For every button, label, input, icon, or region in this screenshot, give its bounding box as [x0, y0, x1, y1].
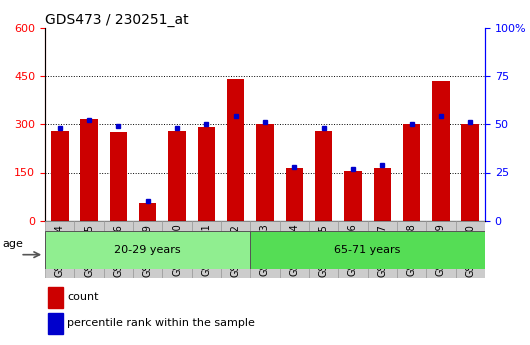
- Text: age: age: [2, 239, 23, 249]
- Text: GSM10368: GSM10368: [407, 224, 417, 276]
- Text: GSM10360: GSM10360: [172, 224, 182, 276]
- Bar: [227, 79, 244, 221]
- Bar: [168, 131, 186, 221]
- Bar: [368, 221, 397, 278]
- Bar: [51, 131, 68, 221]
- Text: GSM10370: GSM10370: [465, 224, 475, 277]
- Text: GSM10356: GSM10356: [113, 224, 123, 277]
- Bar: [280, 221, 309, 278]
- Bar: [256, 124, 274, 221]
- Text: percentile rank within the sample: percentile rank within the sample: [67, 318, 255, 328]
- Text: GSM10369: GSM10369: [436, 224, 446, 276]
- Bar: [139, 203, 156, 221]
- Text: GSM10354: GSM10354: [55, 224, 65, 277]
- Text: count: count: [67, 292, 99, 302]
- Bar: [80, 119, 98, 221]
- Text: GSM10355: GSM10355: [84, 224, 94, 277]
- Text: GSM10363: GSM10363: [260, 224, 270, 276]
- Text: GSM10367: GSM10367: [377, 224, 387, 277]
- Bar: [432, 81, 450, 221]
- Bar: [162, 221, 192, 278]
- Text: GSM10366: GSM10366: [348, 224, 358, 276]
- Bar: [133, 221, 162, 278]
- Bar: [110, 132, 127, 221]
- Bar: [426, 221, 456, 278]
- Text: GDS473 / 230251_at: GDS473 / 230251_at: [45, 12, 189, 27]
- Bar: [104, 221, 133, 278]
- Bar: [315, 131, 332, 221]
- Bar: [250, 231, 485, 269]
- Text: GSM10361: GSM10361: [201, 224, 211, 276]
- Bar: [374, 168, 391, 221]
- Bar: [192, 221, 221, 278]
- Bar: [198, 127, 215, 221]
- Bar: [344, 171, 362, 221]
- Bar: [309, 221, 338, 278]
- Bar: [286, 168, 303, 221]
- Bar: [338, 221, 368, 278]
- Bar: [403, 124, 420, 221]
- Bar: [221, 221, 250, 278]
- Text: GSM10362: GSM10362: [231, 224, 241, 277]
- Text: GSM10365: GSM10365: [319, 224, 329, 277]
- Bar: [45, 221, 74, 278]
- Text: GSM10364: GSM10364: [289, 224, 299, 276]
- Text: 20-29 years: 20-29 years: [114, 245, 181, 255]
- Text: 65-71 years: 65-71 years: [334, 245, 401, 255]
- Bar: [462, 124, 479, 221]
- Bar: [397, 221, 426, 278]
- Bar: [48, 287, 64, 308]
- Bar: [48, 313, 64, 334]
- Text: GSM10359: GSM10359: [143, 224, 153, 277]
- Bar: [456, 221, 485, 278]
- Bar: [74, 221, 104, 278]
- Bar: [250, 221, 280, 278]
- Bar: [45, 231, 250, 269]
